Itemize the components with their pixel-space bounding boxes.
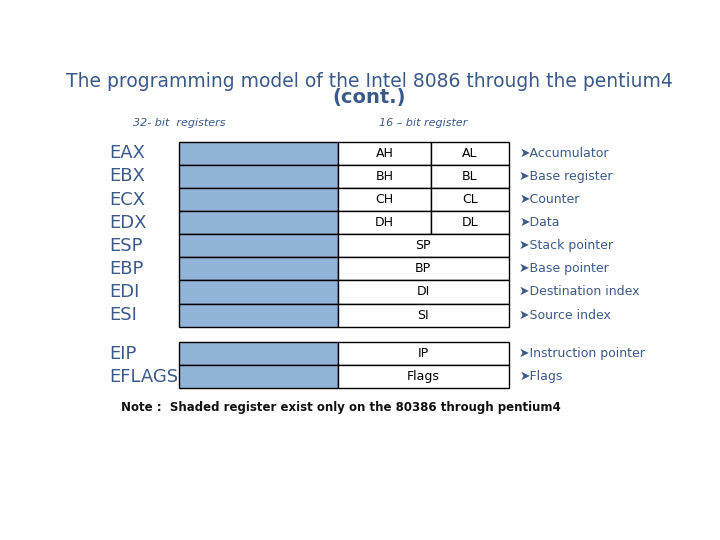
Text: IP: IP xyxy=(418,347,429,360)
Text: BH: BH xyxy=(376,170,394,183)
Text: SP: SP xyxy=(415,239,431,252)
Text: (cont.): (cont.) xyxy=(332,89,406,107)
Text: AL: AL xyxy=(462,147,477,160)
Bar xyxy=(431,165,508,188)
Bar xyxy=(179,342,338,365)
Text: The programming model of the Intel 8086 through the pentium4: The programming model of the Intel 8086 … xyxy=(66,72,672,91)
Text: ➤Data: ➤Data xyxy=(519,216,560,229)
Text: Flags: Flags xyxy=(407,370,440,383)
Text: ESI: ESI xyxy=(109,306,138,324)
Text: EAX: EAX xyxy=(109,144,145,163)
Bar xyxy=(431,188,508,211)
Bar xyxy=(431,142,508,165)
Text: AH: AH xyxy=(376,147,393,160)
Bar xyxy=(179,365,338,388)
Bar xyxy=(338,257,508,280)
Bar xyxy=(338,188,431,211)
Bar xyxy=(338,280,508,303)
Text: EBP: EBP xyxy=(109,260,144,278)
Text: ECX: ECX xyxy=(109,191,145,208)
Text: 16 – bit register: 16 – bit register xyxy=(379,118,467,127)
Text: ➤Destination index: ➤Destination index xyxy=(519,286,640,299)
Bar xyxy=(338,342,508,365)
Text: CH: CH xyxy=(375,193,394,206)
Bar xyxy=(179,280,338,303)
Text: BP: BP xyxy=(415,262,431,275)
Bar xyxy=(179,257,338,280)
Bar xyxy=(338,234,508,257)
Text: ➤Base pointer: ➤Base pointer xyxy=(519,262,609,275)
Text: 32- bit  registers: 32- bit registers xyxy=(133,118,225,127)
Text: Note :  Shaded register exist only on the 80386 through pentium4: Note : Shaded register exist only on the… xyxy=(121,401,561,414)
Bar xyxy=(338,142,431,165)
Text: SI: SI xyxy=(418,308,429,321)
Bar xyxy=(179,142,338,165)
Text: CL: CL xyxy=(462,193,477,206)
Text: EIP: EIP xyxy=(109,345,137,362)
Text: EDI: EDI xyxy=(109,283,140,301)
Bar xyxy=(338,303,508,327)
Text: ➤Base register: ➤Base register xyxy=(519,170,613,183)
Bar xyxy=(179,303,338,327)
Bar xyxy=(338,211,431,234)
Bar xyxy=(179,188,338,211)
Text: ➤Counter: ➤Counter xyxy=(519,193,580,206)
Text: DI: DI xyxy=(417,286,430,299)
Bar xyxy=(179,234,338,257)
Text: BL: BL xyxy=(462,170,477,183)
Bar xyxy=(431,211,508,234)
Text: ➤Source index: ➤Source index xyxy=(519,308,611,321)
Text: DL: DL xyxy=(462,216,478,229)
Text: ➤Stack pointer: ➤Stack pointer xyxy=(519,239,613,252)
Text: DH: DH xyxy=(375,216,394,229)
Bar xyxy=(179,165,338,188)
Text: ➤Instruction pointer: ➤Instruction pointer xyxy=(519,347,645,360)
Text: ➤Flags: ➤Flags xyxy=(519,370,563,383)
Text: ESP: ESP xyxy=(109,237,143,255)
Bar xyxy=(179,211,338,234)
Text: EBX: EBX xyxy=(109,167,145,185)
Bar xyxy=(338,165,431,188)
Text: ➤Accumulator: ➤Accumulator xyxy=(519,147,609,160)
Text: EFLAGS: EFLAGS xyxy=(109,368,179,386)
Bar xyxy=(338,365,508,388)
Text: EDX: EDX xyxy=(109,214,147,232)
